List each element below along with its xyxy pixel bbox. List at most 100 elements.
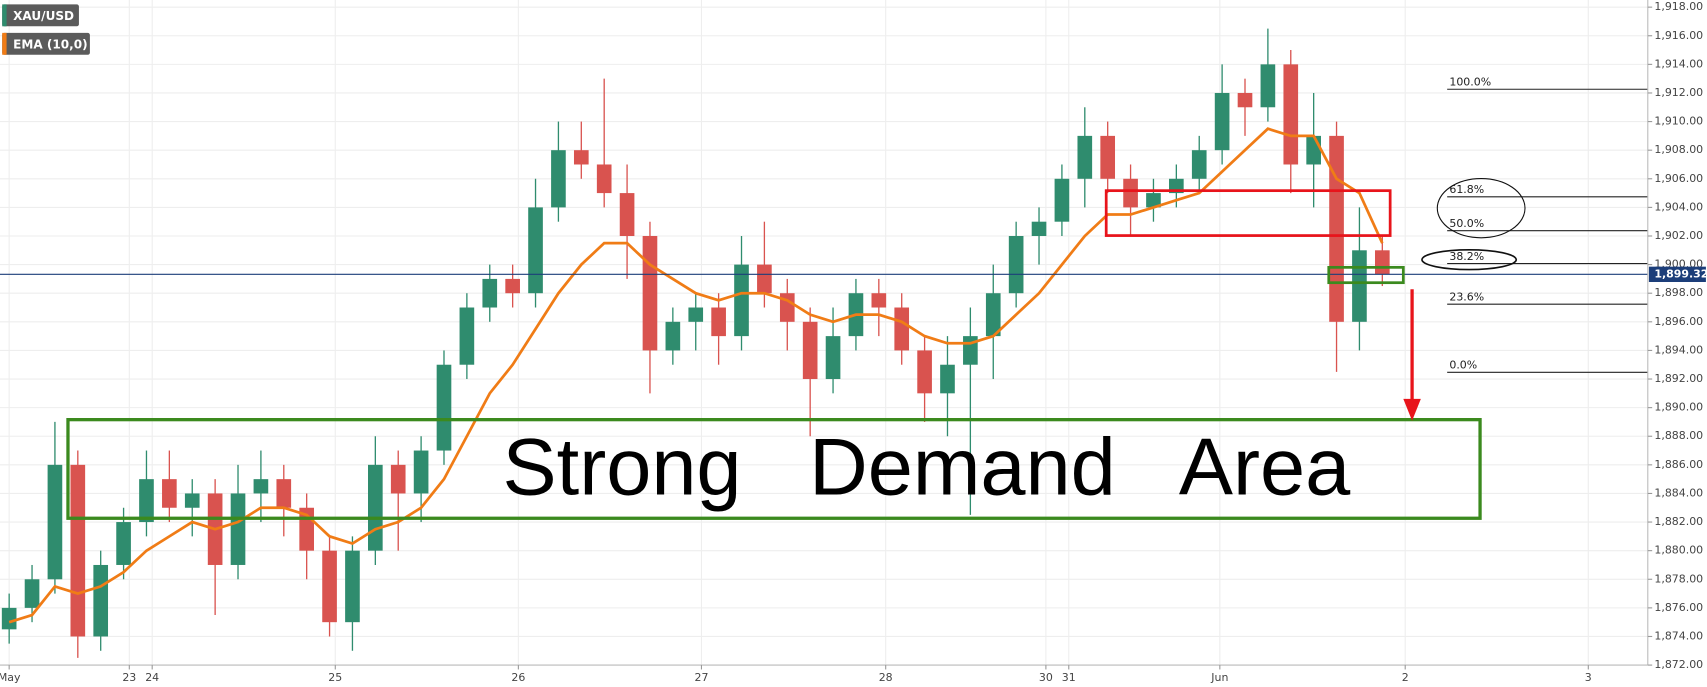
y-tick-label: 1,878.00: [1654, 572, 1703, 585]
candle-body: [253, 479, 269, 494]
y-tick-label: 1,910.00: [1654, 115, 1703, 128]
legend-swatch: [2, 4, 7, 27]
fib-label: 38.2%: [1449, 250, 1484, 263]
demand-zone: [66, 418, 1482, 520]
candle-body: [459, 307, 475, 365]
candle-body: [1008, 235, 1024, 294]
x-tick-label: 28: [879, 671, 893, 684]
candle-body: [825, 336, 841, 380]
candle-body: [482, 278, 498, 308]
y-tick-label: 1,872.00: [1654, 658, 1703, 671]
grid: [0, 0, 1648, 666]
plot: 100.0% 61.8% 50.0% 38.2% 23.6% 0.0%: [0, 28, 1648, 658]
candle-body: [1374, 250, 1390, 275]
x-tick-label: 25: [328, 671, 342, 684]
candle-body: [24, 579, 40, 608]
candle-body: [688, 307, 704, 322]
y-tick-label: 1,908.00: [1654, 143, 1703, 156]
legend-swatch: [2, 32, 7, 55]
candle-body: [940, 364, 955, 394]
candle-body: [642, 235, 658, 351]
candle-body: [985, 293, 1001, 337]
y-tick-label: 1,914.00: [1654, 57, 1703, 70]
candle-body: [757, 264, 772, 294]
x-tick-label: 2: [1402, 671, 1409, 684]
y-tick-label: 1,886.00: [1654, 458, 1703, 471]
candle-body: [276, 479, 292, 508]
candle-body: [1, 607, 17, 630]
candle-body: [894, 307, 910, 351]
candle-body: [802, 321, 818, 380]
legend-badge[interactable]: [2, 32, 90, 55]
last-price-label: 1,899.32: [1654, 267, 1707, 280]
y-tick-label: 1,898.00: [1654, 286, 1703, 299]
y-tick-label: 1,896.00: [1654, 315, 1703, 328]
candle-body: [551, 150, 566, 208]
consolidation-box: [1327, 265, 1405, 285]
candle-body: [917, 350, 932, 394]
fib-label: 100.0%: [1449, 76, 1491, 89]
candle-body: [436, 364, 452, 451]
candle-body: [1191, 150, 1207, 179]
candle-body: [1214, 92, 1230, 151]
x-tick-label: 27: [694, 671, 708, 684]
y-tick-label: 1,884.00: [1654, 486, 1703, 499]
candle-body: [1100, 135, 1116, 179]
fib-label: 0.0%: [1449, 359, 1477, 372]
candle-body: [184, 493, 200, 508]
y-tick-label: 1,892.00: [1654, 372, 1703, 385]
fib-label: 61.8%: [1449, 183, 1484, 196]
candle-body: [1077, 135, 1093, 179]
fib-circle: [1421, 248, 1518, 271]
candle-body: [47, 464, 63, 580]
candle-body: [1329, 135, 1344, 322]
last-price-box: [1648, 266, 1706, 282]
candle-body: [322, 550, 337, 623]
legend-label: XAU/USD: [13, 9, 74, 23]
candle-body: [1237, 92, 1253, 108]
candle-body: [665, 321, 681, 351]
candle-body: [1260, 64, 1276, 108]
candle-body: [116, 522, 131, 565]
candle-body: [230, 493, 246, 565]
ema-line: [8, 127, 1384, 624]
arrow-head: [1403, 398, 1421, 421]
x-tick-label: 24: [145, 671, 159, 684]
candle-body: [1123, 178, 1138, 208]
candle-body: [1146, 193, 1161, 208]
y-tick-label: 1,902.00: [1654, 229, 1703, 242]
x-tick-label: 26: [511, 671, 525, 684]
y-tick-label: 1,918.00: [1654, 0, 1703, 13]
y-tick-label: 1,916.00: [1654, 29, 1703, 42]
x-tick-label: 30: [1039, 671, 1053, 684]
y-tick-label: 1,874.00: [1654, 629, 1703, 642]
candle-body: [413, 450, 429, 494]
x-tick-label: 3: [1585, 671, 1592, 684]
candle-body: [619, 193, 635, 236]
candle-body: [368, 464, 383, 551]
x-tick-label: 23: [122, 671, 136, 684]
candle-body: [139, 479, 154, 523]
candle-body: [390, 464, 406, 494]
fib-label: 23.6%: [1449, 291, 1484, 304]
candle-body: [596, 164, 612, 194]
candle-body: [70, 464, 86, 637]
candle-body: [345, 550, 360, 623]
y-tick-label: 1,906.00: [1654, 172, 1703, 185]
candle-body: [734, 264, 749, 337]
x-tick-label: May: [0, 671, 21, 684]
candle-body: [528, 207, 543, 294]
legend-badge[interactable]: [2, 4, 79, 27]
supply-zone: [1104, 189, 1392, 237]
candle-body: [1352, 250, 1367, 322]
candle-body: [573, 150, 589, 165]
y-tick-label: 1,904.00: [1654, 200, 1703, 213]
candle-body: [505, 278, 520, 294]
x-tick-label: Jun: [1210, 671, 1228, 684]
y-tick-label: 1,876.00: [1654, 601, 1703, 614]
y-tick-label: 1,888.00: [1654, 429, 1703, 442]
fib-circle: [1436, 178, 1526, 239]
